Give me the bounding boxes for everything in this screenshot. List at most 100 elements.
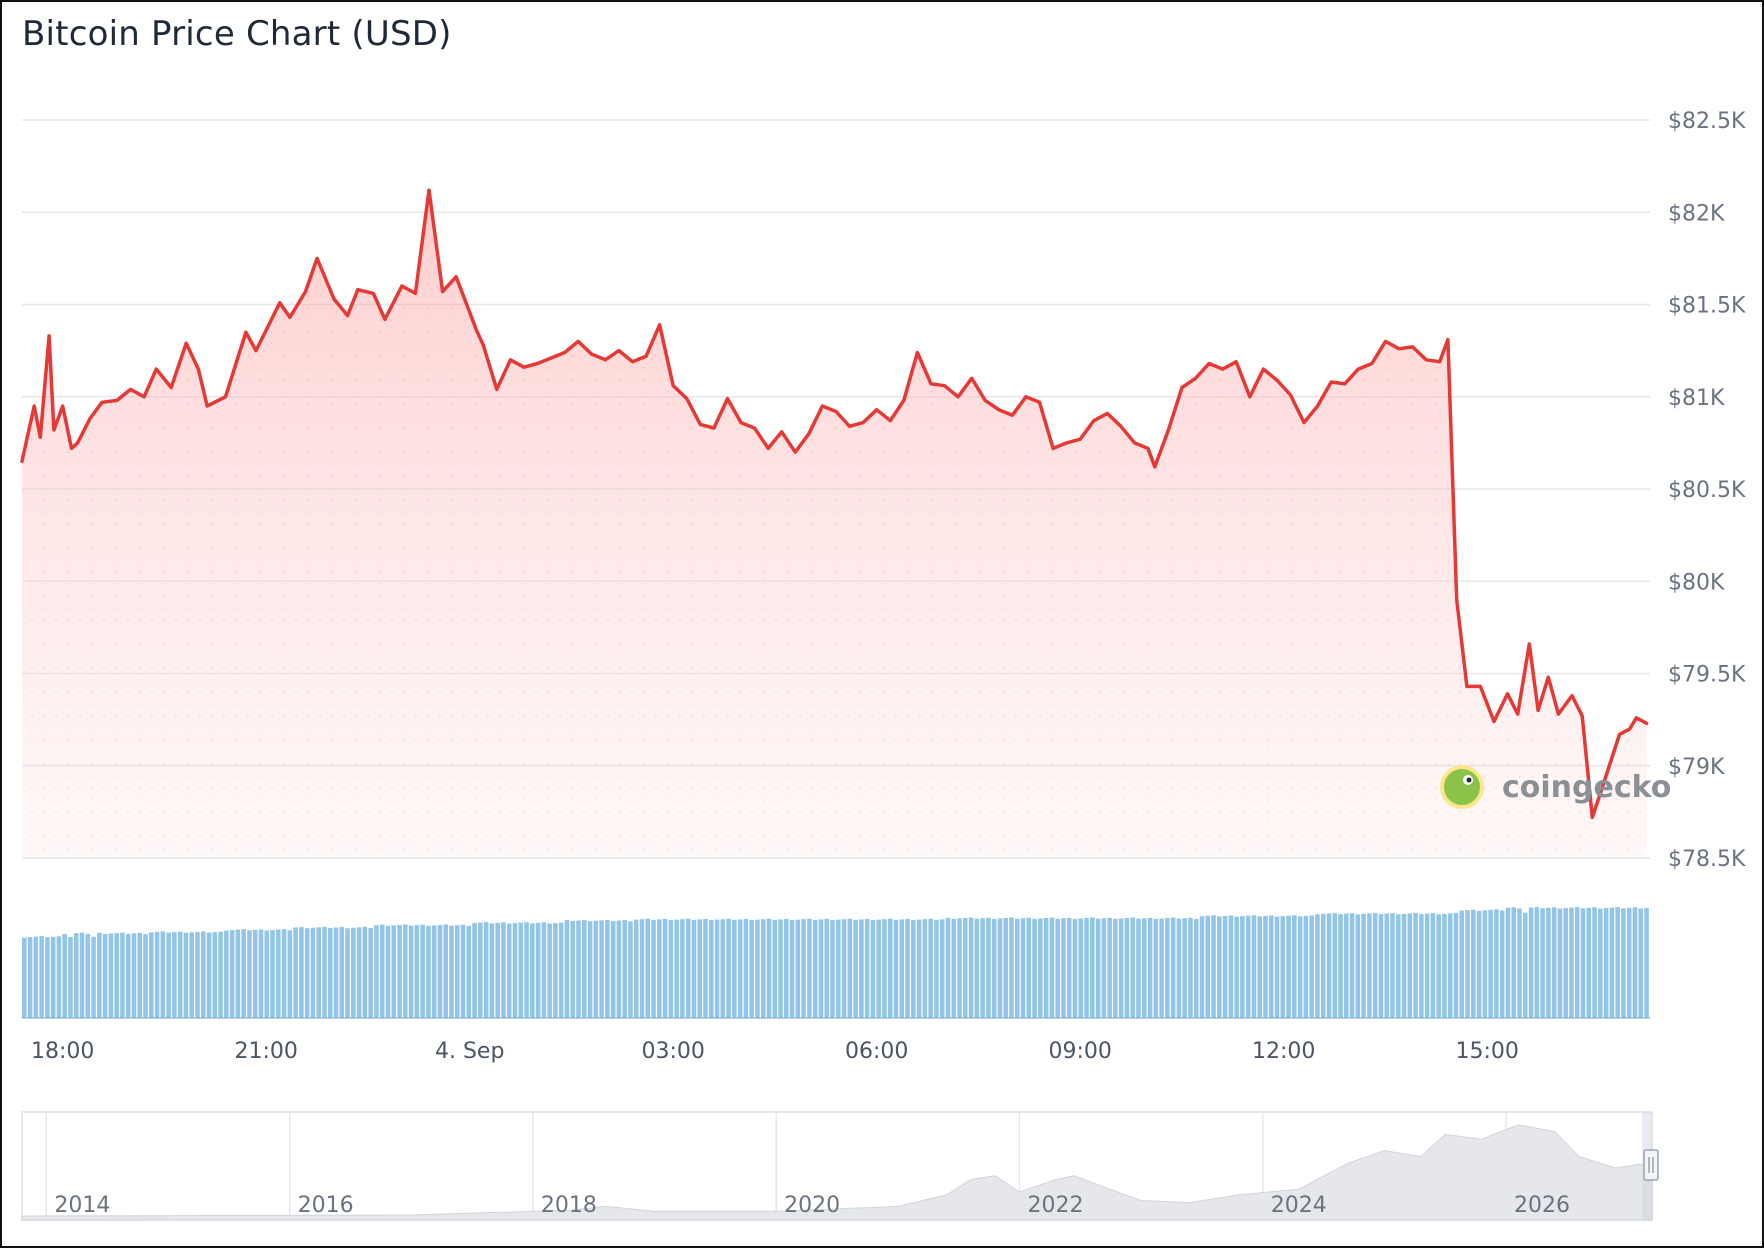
volume-bar xyxy=(870,920,876,1018)
volume-bar xyxy=(403,924,408,1018)
volume-bar xyxy=(449,925,454,1018)
volume-bar xyxy=(1499,910,1505,1018)
volume-bar xyxy=(102,934,108,1018)
volume-bar xyxy=(680,919,685,1018)
y-tick-label: $81K xyxy=(1668,386,1725,411)
volume-bar xyxy=(1014,918,1020,1018)
navigator-handle[interactable] xyxy=(1643,1149,1659,1181)
volume-bar xyxy=(882,919,887,1018)
volume-bar xyxy=(668,920,674,1018)
volume-bar xyxy=(645,918,651,1018)
volume-bar xyxy=(599,920,604,1018)
x-axis-labels: 18:00 21:00 4. Sep 03:00 06:00 09:00 12:00 15:0… xyxy=(31,1039,1519,1064)
volume-bar xyxy=(149,932,154,1018)
volume-bar xyxy=(1043,918,1049,1018)
volume-bar xyxy=(1424,913,1430,1018)
volume-bar xyxy=(495,922,500,1018)
volume-bar xyxy=(841,919,847,1018)
volume-bar xyxy=(45,937,50,1018)
volume-bar xyxy=(131,933,137,1018)
volume-bar xyxy=(1188,917,1193,1018)
volume-bar xyxy=(1569,907,1574,1018)
volume-bar xyxy=(530,923,535,1018)
volume-bar xyxy=(893,919,899,1018)
volume-bar xyxy=(818,919,824,1018)
volume-bar xyxy=(1355,914,1361,1018)
volume-bar xyxy=(991,918,997,1018)
volume-bar xyxy=(1147,917,1153,1018)
volume-bar xyxy=(241,929,246,1018)
volume-bar xyxy=(1136,918,1141,1018)
volume-bar xyxy=(1430,913,1436,1018)
volume-bar xyxy=(1344,913,1349,1018)
volume-bar xyxy=(1563,908,1568,1018)
volume-bar xyxy=(356,927,362,1018)
volume-bar xyxy=(506,923,512,1018)
volume-bar xyxy=(911,920,916,1018)
volume-bar xyxy=(1251,915,1257,1018)
volume-bar xyxy=(657,919,662,1018)
volume-bar xyxy=(708,920,714,1018)
volume-bar xyxy=(478,922,483,1018)
x-tick-label: 4. Sep xyxy=(435,1039,504,1064)
y-tick-label: $80.5K xyxy=(1668,478,1746,503)
volume-bar xyxy=(1517,908,1522,1018)
volume-bar xyxy=(483,922,489,1018)
volume-bar xyxy=(489,923,495,1018)
volume-bar xyxy=(310,927,316,1018)
volume-bar xyxy=(1505,907,1511,1018)
volume-bar xyxy=(264,930,270,1018)
volume-bar xyxy=(1494,909,1499,1018)
volume-bar xyxy=(1580,908,1586,1018)
navigator-year-label: 2014 xyxy=(54,1193,110,1218)
volume-bar xyxy=(853,919,858,1018)
navigator-year-label: 2018 xyxy=(541,1193,597,1218)
volume-bar xyxy=(177,931,183,1018)
navigator-year-label: 2022 xyxy=(1027,1193,1083,1218)
volume-bar xyxy=(1644,908,1649,1018)
volume-bar xyxy=(1621,908,1626,1018)
volume-bar xyxy=(1482,910,1488,1018)
volume-bar xyxy=(743,918,749,1018)
y-tick-label: $81.5K xyxy=(1668,294,1746,319)
volume-bar xyxy=(466,925,472,1018)
volume-bar xyxy=(922,919,928,1018)
volume-bar xyxy=(1193,918,1199,1018)
volume-bar xyxy=(703,918,708,1018)
volume-bar xyxy=(501,922,506,1018)
range-navigator[interactable]: 2014 2016 2018 2020 2022 2024 2026 xyxy=(21,1111,1659,1221)
volume-bar xyxy=(1338,914,1343,1018)
volume-bar xyxy=(1395,914,1401,1018)
volume-bar xyxy=(633,919,639,1018)
price-line[interactable] xyxy=(20,188,1649,820)
volume-bar xyxy=(1084,918,1089,1018)
volume-bar xyxy=(766,918,772,1018)
volume-bar xyxy=(50,936,56,1018)
volume-bar xyxy=(737,919,743,1018)
volume-bar xyxy=(610,921,616,1018)
volume-bar xyxy=(581,920,587,1018)
volume-bar xyxy=(1245,915,1251,1018)
volume-bar xyxy=(1228,915,1234,1018)
volume-bar xyxy=(1372,912,1378,1018)
volume-bar xyxy=(1124,918,1130,1018)
volume-bar xyxy=(772,919,778,1018)
volume-bar xyxy=(1626,907,1632,1018)
volume-bar xyxy=(651,919,656,1018)
volume-bar xyxy=(697,919,703,1018)
volume-bar xyxy=(755,919,760,1018)
volume-bar xyxy=(160,931,166,1018)
coingecko-watermark: coingecko xyxy=(1440,765,1671,809)
volume-bar xyxy=(547,923,552,1018)
volume-bar xyxy=(1459,910,1465,1018)
volume-bar xyxy=(454,925,460,1018)
volume-bar xyxy=(1592,907,1597,1018)
volume-bar xyxy=(1320,913,1326,1018)
volume-bar xyxy=(1090,917,1095,1018)
navigator-year-label: 2026 xyxy=(1514,1193,1570,1218)
volume-bar xyxy=(1632,907,1638,1018)
volume-bar xyxy=(899,919,905,1018)
volume-bar xyxy=(760,919,766,1018)
navigator-year-label: 2016 xyxy=(298,1193,354,1218)
